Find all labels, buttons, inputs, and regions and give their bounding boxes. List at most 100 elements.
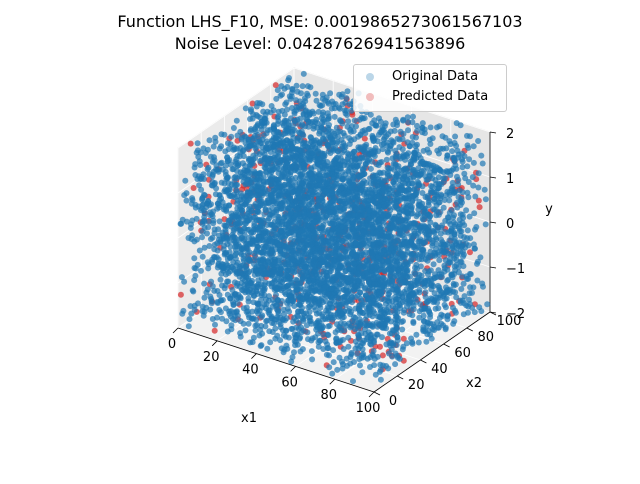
data-point <box>454 174 460 180</box>
data-point <box>295 313 301 319</box>
data-point <box>289 222 295 228</box>
data-point <box>284 84 290 90</box>
data-point <box>456 240 462 246</box>
data-point <box>267 339 273 345</box>
data-point <box>483 196 489 202</box>
data-point <box>298 173 304 179</box>
data-point <box>345 118 351 124</box>
data-point <box>282 112 288 118</box>
data-point <box>467 235 473 241</box>
data-point <box>244 305 250 311</box>
data-point <box>478 153 484 159</box>
data-point <box>399 327 405 333</box>
data-point <box>428 295 434 301</box>
data-point <box>191 185 197 191</box>
data-point <box>452 264 458 270</box>
data-point <box>371 362 377 368</box>
data-point <box>353 241 359 247</box>
data-point <box>243 105 249 111</box>
y-tick <box>490 267 496 268</box>
data-point <box>329 305 335 311</box>
data-point <box>227 217 233 223</box>
data-point <box>407 274 413 280</box>
x2-tick-label: 80 <box>478 330 495 345</box>
data-point <box>297 195 303 201</box>
data-point <box>179 311 185 317</box>
data-point <box>325 143 331 149</box>
data-point <box>195 154 201 160</box>
data-point <box>461 171 467 177</box>
data-point <box>305 336 311 342</box>
data-point <box>391 216 397 222</box>
data-point <box>375 240 381 246</box>
data-point <box>390 122 396 128</box>
data-point <box>457 226 463 232</box>
data-point <box>343 108 349 114</box>
data-point <box>219 131 225 137</box>
data-point <box>465 227 471 233</box>
data-point <box>360 229 366 235</box>
data-point <box>235 220 241 226</box>
data-point <box>461 234 467 240</box>
data-point <box>377 344 383 350</box>
data-point <box>444 246 450 252</box>
data-point <box>441 169 447 175</box>
data-point <box>231 226 237 232</box>
data-point <box>352 315 358 321</box>
data-point <box>428 124 434 130</box>
data-point <box>480 161 486 167</box>
data-point <box>465 145 471 151</box>
data-point <box>211 246 217 252</box>
data-point <box>450 305 456 311</box>
data-point <box>471 160 477 166</box>
data-point <box>384 157 390 163</box>
x1-tick <box>212 341 217 346</box>
data-point <box>367 126 373 132</box>
data-point <box>484 301 490 307</box>
data-point <box>318 234 324 240</box>
data-point <box>315 206 321 212</box>
data-point <box>262 244 268 250</box>
data-point <box>257 308 263 314</box>
data-point <box>198 268 204 274</box>
data-point <box>419 159 425 165</box>
x1-tick-label: 100 <box>356 401 381 416</box>
data-point <box>474 261 480 267</box>
data-point <box>219 283 225 289</box>
data-point <box>207 209 213 215</box>
data-point <box>341 346 347 352</box>
data-point <box>311 126 317 132</box>
data-point <box>387 146 393 152</box>
y-tick-label: −2 <box>506 307 525 322</box>
data-point <box>470 183 476 189</box>
data-point <box>455 250 461 256</box>
data-point <box>354 351 360 357</box>
data-point <box>360 167 366 173</box>
data-point <box>368 335 374 341</box>
data-point <box>425 319 431 325</box>
data-point <box>300 83 306 89</box>
data-point <box>418 277 424 283</box>
data-point <box>451 281 457 287</box>
data-point <box>307 318 313 324</box>
data-point <box>276 109 282 115</box>
data-point <box>282 166 288 172</box>
data-point <box>355 283 361 289</box>
data-point <box>453 294 459 300</box>
data-point <box>449 148 455 154</box>
data-point <box>400 318 406 324</box>
data-point <box>452 231 458 237</box>
data-point <box>431 261 437 267</box>
data-point <box>428 188 434 194</box>
data-point <box>344 356 350 362</box>
data-point <box>200 229 206 235</box>
data-point <box>430 135 436 141</box>
data-point <box>193 266 199 272</box>
data-point <box>267 155 273 161</box>
x1-tick-label: 20 <box>203 350 220 365</box>
data-point <box>181 192 187 198</box>
data-point <box>199 234 205 240</box>
data-point <box>208 279 214 285</box>
data-point <box>393 320 399 326</box>
data-point <box>461 311 467 317</box>
